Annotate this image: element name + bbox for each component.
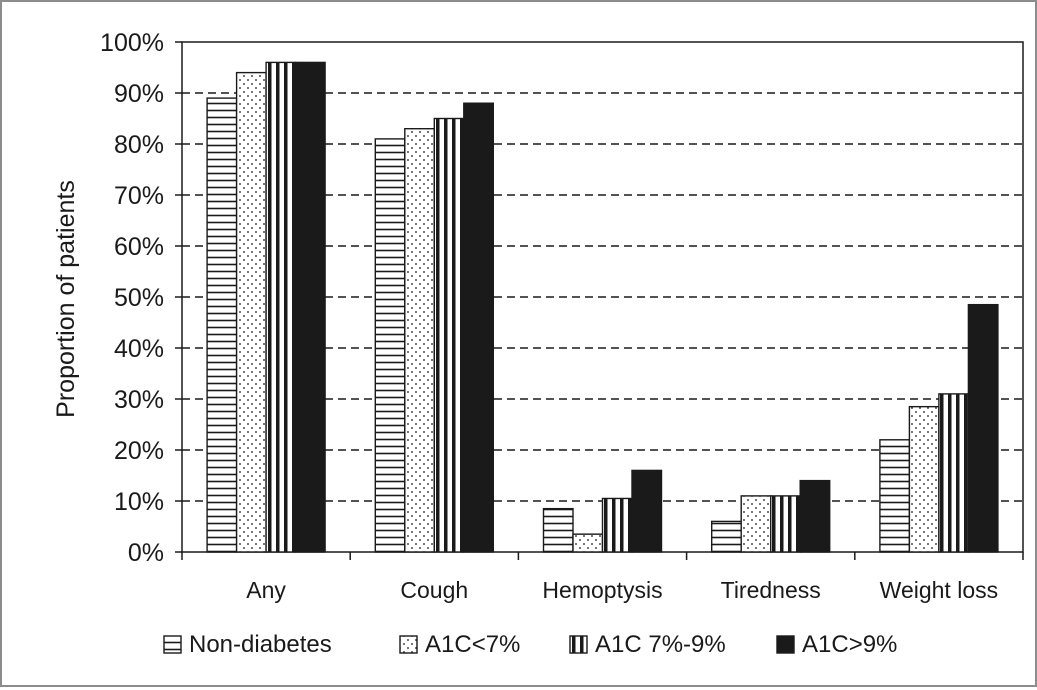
bar-hemoptysis-1 — [542, 507, 574, 553]
y-axis-title: Proportion of patients — [52, 180, 80, 418]
y-tick-label: 70% — [114, 182, 164, 210]
legend-swatch — [163, 635, 182, 654]
legend-swatch — [569, 635, 588, 654]
bar-weight-loss-4 — [967, 303, 999, 553]
bar-tiredness-3 — [770, 495, 801, 553]
bar-hemoptysis-4 — [631, 469, 663, 553]
bar-any-2 — [235, 71, 267, 553]
bar-any-4 — [294, 61, 326, 553]
bar-weight-loss-2 — [908, 405, 940, 553]
bar-tiredness-4 — [799, 479, 831, 553]
bar-any-1 — [206, 97, 238, 553]
y-tick-label: 10% — [114, 488, 164, 516]
legend-label: A1C>9% — [802, 631, 897, 658]
tick-labels: 0% 10% 20% 30% 40% 50% 60% 70% 80% 90% 100% Any Coug… — [100, 29, 998, 603]
bar-weight-loss-1 — [879, 439, 911, 553]
y-tick-label: 90% — [114, 80, 164, 108]
y-tick-label: 60% — [114, 233, 164, 261]
x-tick-label: Any — [246, 577, 286, 603]
y-tick-label: 80% — [114, 131, 164, 159]
bar-any-3 — [265, 61, 297, 553]
y-tick-label: 0% — [128, 539, 164, 567]
legend-label: A1C 7%-9% — [595, 631, 726, 658]
legend-label: A1C<7% — [425, 631, 520, 658]
bar-weight-loss-3 — [938, 393, 970, 553]
x-tick-label: Tiredness — [721, 577, 821, 603]
bar-cough-1 — [374, 138, 406, 553]
y-tick-label: 30% — [114, 386, 164, 414]
y-tick-label: 100% — [100, 29, 164, 57]
x-tick-label: Weight loss — [880, 577, 998, 603]
bar-cough-2 — [404, 127, 435, 553]
bar-tiredness-1 — [711, 520, 742, 553]
bar-hemoptysis-2 — [572, 533, 604, 553]
legend-swatch — [776, 635, 795, 654]
bars — [206, 61, 999, 553]
bar-cough-4 — [463, 102, 494, 553]
bar-tiredness-2 — [740, 495, 772, 553]
bar-hemoptysis-3 — [601, 497, 633, 553]
x-tick-label: Cough — [400, 577, 468, 603]
legend-label: Non-diabetes — [189, 631, 332, 658]
y-tick-label: 20% — [114, 437, 164, 465]
bar-cough-3 — [433, 117, 465, 553]
y-tick-label: 40% — [114, 335, 164, 363]
legend: Non-diabetes A1C<7% A1C 7%-9% A1C>9% — [163, 631, 897, 658]
legend-swatch — [399, 635, 418, 654]
x-tick-label: Hemoptysis — [542, 577, 662, 603]
y-tick-label: 50% — [114, 284, 164, 312]
